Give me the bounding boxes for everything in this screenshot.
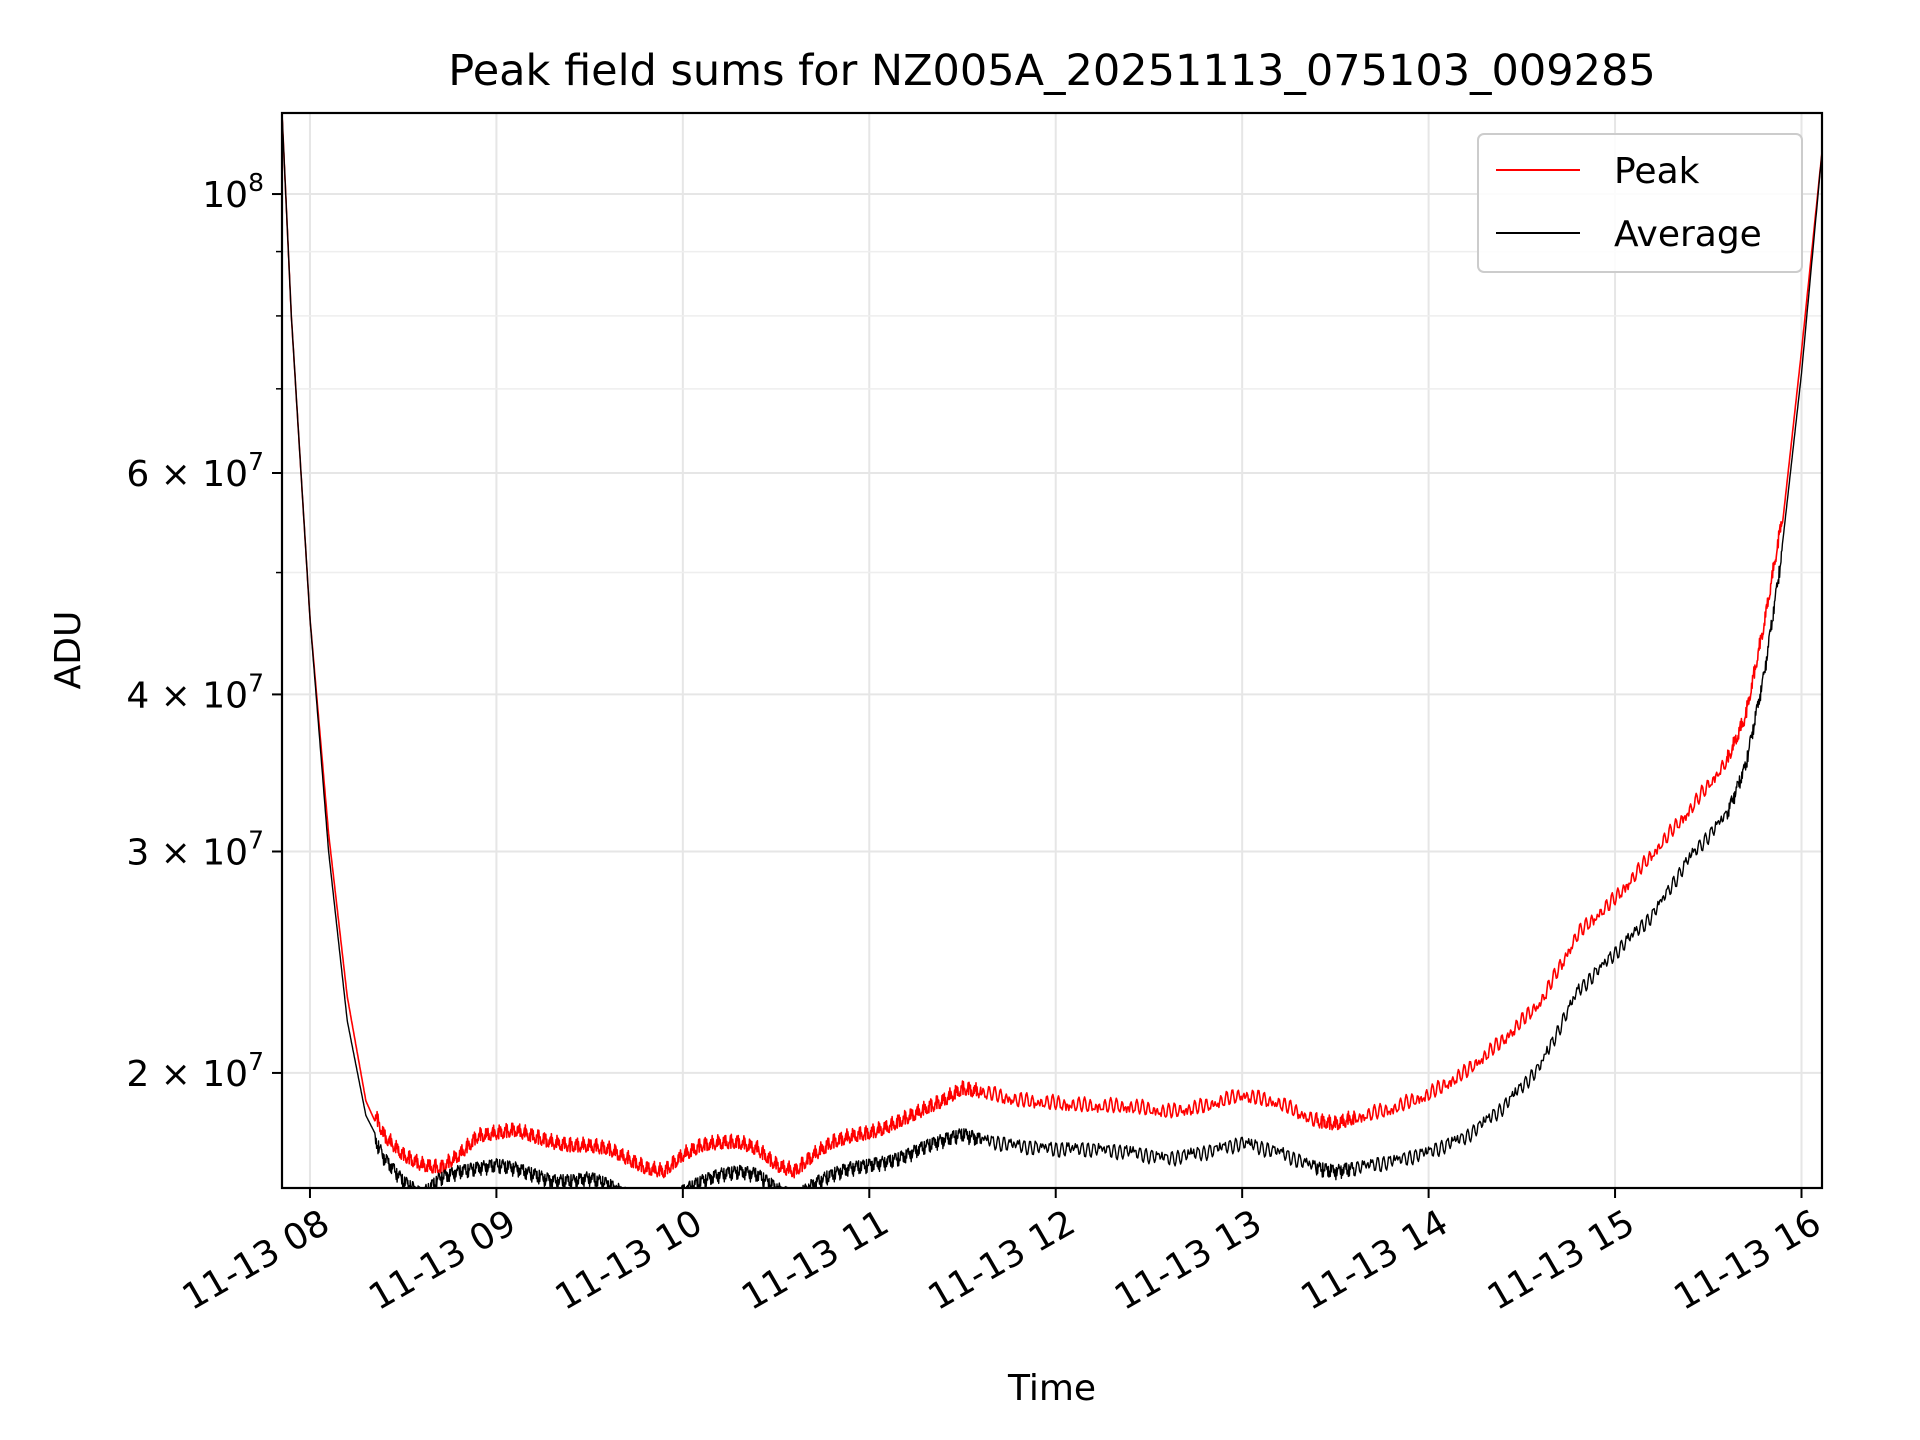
y-tick-label-0: 108 [202, 168, 264, 216]
y-axis-label: ADU [48, 611, 89, 690]
legend-box [1477, 133, 1803, 273]
legend-label-peak: Peak [1614, 151, 1700, 192]
y-tick-label-2: 4 × 107 [126, 668, 264, 716]
y-tick-label-3: 3 × 107 [126, 826, 264, 874]
series-layer [282, 113, 1822, 1188]
series-line-peak [282, 113, 1822, 1179]
legend-label-average: Average [1614, 214, 1762, 255]
legend: Peak Average [1477, 133, 1803, 273]
chart-title: Peak field sums for NZ005A_20251113_0751… [448, 46, 1655, 96]
y-tick-label-1: 6 × 107 [126, 447, 264, 495]
series-line-average [282, 113, 1822, 1188]
y-tick-label-4: 2 × 107 [126, 1047, 264, 1095]
x-axis-label: Time [1007, 1368, 1096, 1409]
plot-frame [280, 111, 1824, 1190]
